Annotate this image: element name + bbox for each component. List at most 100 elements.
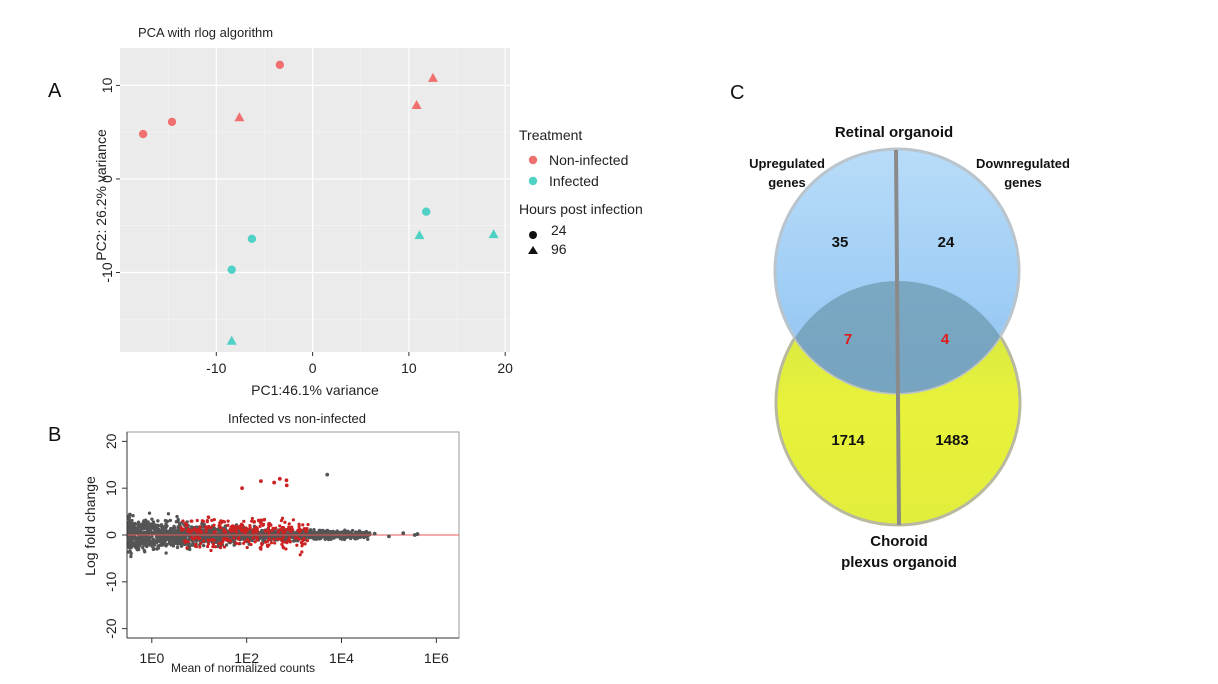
ma-point <box>198 545 202 549</box>
ma-point <box>262 522 266 527</box>
pca-y-tick-label: -10 <box>99 262 115 282</box>
legend-24h-swatch <box>529 231 537 239</box>
ma-point <box>180 528 184 532</box>
pca-point <box>234 112 245 122</box>
ma-y-tick-label: 0 <box>103 531 119 539</box>
ma-y-tick-label: -20 <box>103 618 119 638</box>
ma-point <box>234 541 238 546</box>
ma-point <box>283 520 287 524</box>
ma-point <box>255 536 259 540</box>
pca-point <box>422 207 431 216</box>
ma-point <box>157 530 162 534</box>
ma-point <box>201 525 205 529</box>
ma-point <box>150 531 154 536</box>
ma-point <box>366 537 370 541</box>
ma-point <box>142 530 146 534</box>
ma-point <box>258 535 262 539</box>
ma-point <box>229 526 233 531</box>
pca-chart: PCA with rlog algorithm -10 0 10 20 -10 0 10 P… <box>93 25 643 398</box>
ma-point <box>175 514 179 519</box>
ma-point <box>291 539 296 543</box>
ma-point <box>287 522 291 526</box>
ma-point <box>138 540 143 545</box>
ma-point <box>225 538 229 543</box>
ma-point <box>277 476 282 481</box>
ma-point <box>199 541 203 546</box>
ma-point <box>223 524 228 528</box>
ma-point <box>302 536 306 541</box>
ma-point <box>208 530 213 535</box>
ma-point <box>217 541 221 546</box>
ma-point <box>262 517 267 522</box>
ma-point <box>247 531 251 535</box>
ma-point <box>171 528 175 532</box>
ma-point <box>295 536 299 540</box>
ma-point <box>279 519 284 523</box>
ma-point <box>281 536 285 540</box>
venn-left-label-line1: Upregulated <box>749 156 825 171</box>
ma-point <box>127 545 131 550</box>
ma-point <box>200 522 204 526</box>
ma-point <box>298 553 302 557</box>
ma-point <box>252 519 256 524</box>
ma-point <box>242 519 246 523</box>
pca-point <box>427 72 438 82</box>
ma-point <box>226 519 230 523</box>
legend-infected-swatch <box>528 176 538 186</box>
ma-point <box>274 526 278 530</box>
ma-points <box>183 472 420 543</box>
ma-point <box>267 530 271 535</box>
ma-point <box>278 537 282 541</box>
ma-point <box>206 515 210 519</box>
venn-overlap-right-count: 4 <box>941 331 950 348</box>
legend-96h-swatch <box>528 246 538 254</box>
ma-point <box>218 528 223 532</box>
ma-point <box>212 523 216 527</box>
ma-point <box>137 530 141 535</box>
ma-point <box>254 530 259 534</box>
ma-point <box>127 528 131 532</box>
ma-point <box>276 530 280 534</box>
ma-point <box>158 539 162 543</box>
ma-point <box>190 535 194 540</box>
ma-point <box>177 538 181 542</box>
ma-point <box>241 523 245 527</box>
ma-point <box>289 530 293 534</box>
ma-point <box>344 534 349 539</box>
ma-y-axis-title: Log fold change <box>82 476 98 576</box>
ma-point <box>129 554 133 559</box>
ma-point <box>142 543 146 547</box>
ma-point <box>150 534 154 539</box>
venn-top-right-count: 24 <box>938 234 955 251</box>
ma-point <box>137 544 141 549</box>
ma-point <box>193 528 197 532</box>
ma-point <box>180 541 184 545</box>
ma-point <box>273 541 277 545</box>
ma-point <box>401 531 406 536</box>
ma-point <box>196 527 200 532</box>
ma-point <box>182 530 186 535</box>
ma-point <box>132 541 137 545</box>
ma-point <box>260 543 264 547</box>
ma-point <box>331 529 335 534</box>
panel-letter-a: A <box>48 80 62 102</box>
venn-divider-line <box>894 149 901 526</box>
ma-point <box>201 519 206 524</box>
ma-point <box>279 527 283 532</box>
ma-point <box>171 536 175 540</box>
ma-point <box>174 520 179 524</box>
pca-point <box>414 230 425 240</box>
ma-point <box>196 536 200 540</box>
ma-point <box>186 539 190 544</box>
ma-point <box>318 535 322 540</box>
ma-point <box>253 540 257 544</box>
ma-point <box>259 545 263 550</box>
ma-point <box>256 518 261 523</box>
ma-point <box>240 486 244 491</box>
venn-top-left-count: 35 <box>832 234 849 251</box>
ma-point <box>151 547 156 552</box>
ma-point <box>131 513 135 518</box>
ma-point <box>269 541 274 545</box>
ma-point <box>283 530 287 534</box>
ma-point <box>164 544 168 548</box>
